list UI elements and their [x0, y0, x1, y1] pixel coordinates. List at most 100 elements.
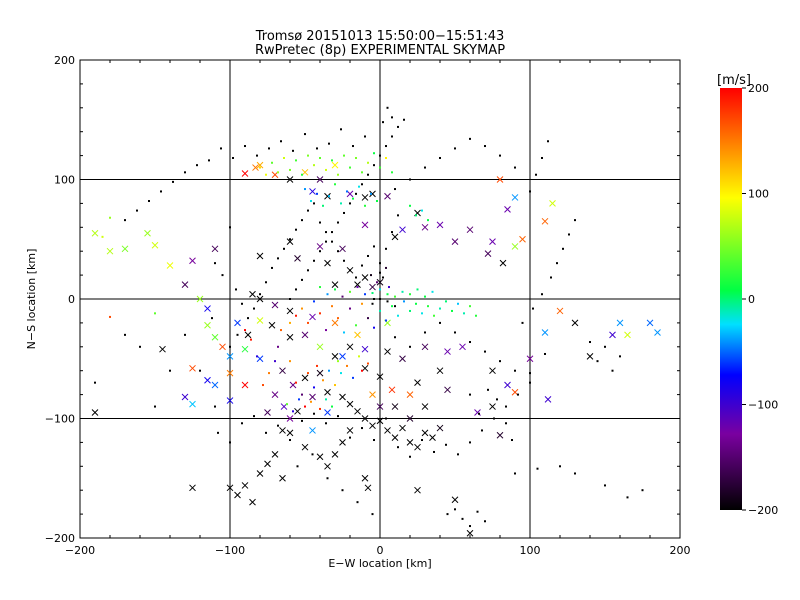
data-point-dot	[505, 422, 507, 425]
data-point-dot	[371, 292, 374, 295]
data-point-dot	[484, 350, 486, 353]
data-point-dot	[373, 439, 375, 442]
data-point-cross	[301, 374, 309, 382]
data-point-cross	[361, 274, 369, 281]
data-point-dot	[301, 419, 303, 422]
data-point-cross	[324, 388, 331, 396]
data-point-dot	[361, 302, 363, 305]
data-point-dot	[391, 231, 393, 234]
data-point-dot	[484, 145, 486, 148]
data-point-cross	[268, 321, 276, 329]
data-point-dot	[340, 202, 342, 205]
data-point-dot	[340, 128, 342, 131]
data-point-dot	[514, 369, 516, 372]
data-point-dot	[427, 305, 429, 308]
data-point-dot	[256, 355, 258, 358]
data-point-dot	[361, 264, 363, 267]
data-point-dot	[493, 417, 495, 420]
data-point-dot	[358, 185, 360, 188]
data-point-dot	[481, 429, 483, 432]
data-point-dot	[337, 250, 339, 253]
data-point-dot	[385, 145, 387, 148]
data-point-dot	[641, 489, 644, 492]
data-point-dot	[232, 156, 234, 159]
data-point-dot	[343, 331, 345, 334]
data-point-cross	[414, 486, 421, 494]
data-point-dot	[619, 355, 621, 358]
data-point-dot	[367, 254, 369, 257]
colorbar-tick-label: 0	[748, 293, 755, 306]
data-point-dot	[313, 202, 315, 205]
data-point-cross	[309, 427, 316, 434]
data-point-cross	[91, 409, 99, 416]
data-point-dot	[325, 329, 327, 332]
data-point-cross	[654, 329, 661, 336]
data-point-cross	[384, 348, 391, 355]
data-point-dot	[154, 312, 156, 315]
y-tick-label: 0	[68, 293, 75, 306]
data-point-dot	[331, 305, 333, 308]
data-point-cross	[391, 403, 399, 410]
data-point-dot	[349, 290, 351, 293]
data-point-dot	[221, 274, 224, 277]
data-point-dot	[439, 321, 441, 324]
data-point-dot	[409, 204, 411, 207]
data-point-dot	[316, 147, 318, 150]
data-point-dot	[421, 209, 423, 212]
data-point-dot	[307, 209, 309, 212]
data-point-cross	[504, 381, 511, 389]
data-point-dot	[439, 156, 441, 159]
data-point-cross	[624, 331, 631, 339]
data-point-cross	[241, 170, 249, 177]
data-point-cross	[264, 409, 271, 416]
data-point-dot	[529, 381, 531, 384]
data-point-dot	[439, 307, 441, 310]
data-point-dot	[277, 345, 279, 348]
data-point-dot	[337, 317, 339, 320]
data-point-dot	[259, 166, 261, 169]
data-point-cross	[324, 259, 331, 267]
data-point-dot	[355, 156, 357, 159]
data-point-dot	[325, 240, 327, 243]
data-point-dot	[337, 415, 339, 418]
data-point-dot	[386, 106, 389, 109]
data-point-dot	[301, 173, 303, 176]
y-axis-label: N−S location [km]	[25, 249, 38, 350]
data-point-cross	[331, 353, 339, 360]
data-point-dot	[373, 298, 375, 300]
data-point-dot	[295, 288, 297, 291]
data-point-dot	[379, 309, 381, 312]
data-point-dot	[409, 293, 411, 296]
data-point-cross	[369, 391, 376, 398]
data-point-dot	[445, 300, 447, 303]
data-point-cross	[436, 367, 444, 375]
data-point-cross	[391, 434, 399, 441]
data-point-dot	[319, 286, 321, 289]
data-point-cross	[339, 353, 346, 360]
data-point-dot	[331, 240, 333, 243]
data-point-cross	[489, 367, 496, 375]
data-point-dot	[517, 393, 519, 396]
data-point-cross	[121, 245, 129, 253]
data-point-cross	[256, 252, 264, 260]
data-point-cross	[226, 353, 234, 360]
data-point-dot	[451, 309, 453, 312]
data-point-dot	[433, 450, 435, 453]
data-point-dot	[331, 159, 333, 162]
data-point-cross	[571, 319, 579, 327]
data-point-dot	[415, 302, 417, 305]
data-point-cross	[241, 482, 249, 489]
data-point-dot	[337, 221, 339, 224]
data-point-cross	[399, 226, 406, 234]
data-point-dot	[214, 262, 216, 265]
data-point-cross	[369, 422, 376, 430]
data-point-dot	[289, 238, 291, 241]
data-point-dot	[364, 135, 366, 138]
data-point-dot	[421, 312, 423, 315]
data-point-dot	[301, 393, 303, 396]
data-point-dot	[280, 329, 282, 332]
data-point-cross	[249, 498, 256, 506]
data-point-cross	[451, 496, 459, 504]
data-point-dot	[292, 410, 294, 413]
data-point-cross	[354, 281, 361, 289]
